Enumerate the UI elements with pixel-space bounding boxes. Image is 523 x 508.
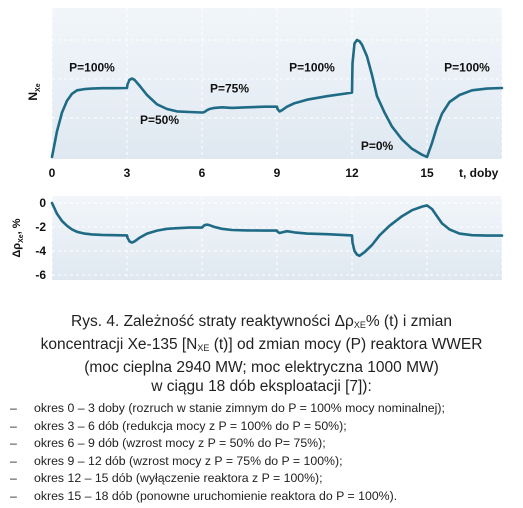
reactivity-y-label-main: Δρ — [11, 243, 23, 258]
caption-line-4: w ciągu 18 dób eksploatacji [7]): — [151, 378, 372, 395]
caption-line-2: koncentracji Xe-135 [NXE (t)] od zmian m… — [40, 336, 483, 353]
xenon-y-axis-label: NXe — [26, 83, 42, 100]
x-tick-label: 15 — [420, 166, 434, 180]
x-tick-label: 12 — [345, 166, 359, 180]
svg-text:ΔρXe, %: ΔρXe, % — [11, 218, 25, 257]
power-level-label: P=75% — [210, 82, 249, 96]
reactivity-y-axis-label: ΔρXe, % — [11, 218, 25, 257]
list-item: – okres 3 – 6 dób (redukcja mocy z P = 10… — [10, 418, 347, 433]
power-level-label: P=0% — [361, 139, 394, 153]
x-tick-label: 0 — [49, 166, 56, 180]
figure-caption: Rys. 4. Zależność straty reaktywności Δρ… — [0, 312, 523, 396]
x-axis-label: t, doby — [459, 166, 499, 180]
power-level-label: P=50% — [140, 113, 179, 127]
y-tick-label: 0 — [39, 196, 46, 210]
list-item: – okres 12 – 15 dób (wyłączenie reaktora … — [10, 471, 323, 486]
period-list: – okres 0 – 3 doby (rozruch w stanie zimn… — [10, 400, 520, 506]
caption-line-3: (moc cieplna 2940 MW; moc elektryczna 10… — [84, 359, 439, 376]
caption-symbol: Δρ — [334, 313, 354, 330]
reactivity-loss-line — [50, 201, 504, 258]
svg-text:NXe: NXe — [26, 83, 42, 100]
y-tick-label: -2 — [35, 220, 46, 234]
reactivity-y-label-sub: Xe — [18, 234, 25, 243]
list-item: – okres 0 – 3 doby (rozruch w stanie zimn… — [10, 401, 445, 415]
reactivity-y-tick-labels: 0 -2 -4 -6 — [35, 196, 46, 282]
xenon-plot-grid — [51, 8, 503, 159]
xenon-y-label-main: N — [26, 92, 40, 101]
power-level-label: P=100% — [69, 61, 115, 75]
x-axis-tick-labels: 0 3 6 9 12 15 — [49, 166, 434, 180]
xenon-y-label-sub: Xe — [35, 83, 42, 92]
y-tick-label: -6 — [35, 268, 46, 282]
power-level-label: P=100% — [289, 61, 335, 75]
list-item: – okres 6 – 9 dób (wzrost mocy z P = 50% … — [10, 436, 326, 451]
power-level-label: P=100% — [444, 61, 490, 75]
x-tick-label: 6 — [199, 166, 206, 180]
reactivity-y-label-suffix: , % — [11, 218, 23, 234]
x-tick-label: 3 — [124, 166, 131, 180]
power-level-annotations: P=100% P=50% P=75% P=100% P=0% P=100% — [69, 61, 490, 153]
x-tick-label: 9 — [274, 166, 281, 180]
xenon-concentration-line — [50, 38, 504, 159]
list-item: – okres 9 – 12 dób (wzrost mocy z P = 75%… — [10, 453, 343, 468]
y-tick-label: -4 — [35, 244, 46, 258]
caption-line-1: Rys. 4. Zależność straty reaktywności Δρ… — [71, 313, 452, 330]
list-item: – okres 15 – 18 dób (ponowne uruchomienie… — [10, 488, 398, 503]
figure-area: 0 3 6 9 12 15 P=100%P=50%P=75%P=100%P=0%P=100… — [11, 8, 504, 282]
reactivity-plot-grid — [51, 196, 503, 280]
